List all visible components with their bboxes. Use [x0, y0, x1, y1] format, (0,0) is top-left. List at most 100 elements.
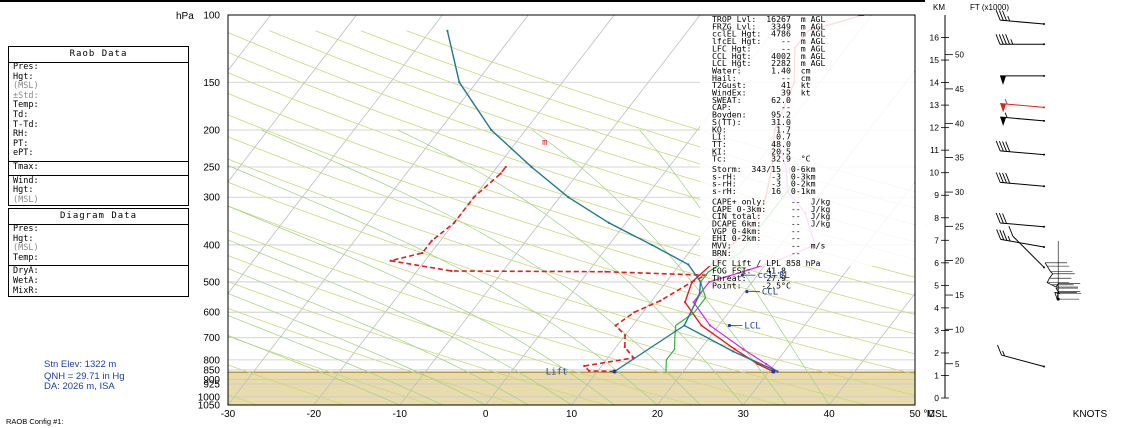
panel-row: RH: — [13, 129, 29, 140]
diagram-data-panel: Diagram Data Pres: Hgt: (MSL) Temp: DryA: Wet… — [8, 208, 189, 298]
index-line: Water: 1.40 cm — [712, 65, 811, 75]
series-point — [708, 324, 712, 327]
index-line: Hail: -- cm — [712, 73, 811, 83]
dry-adiabat — [228, 335, 432, 405]
series-point — [446, 29, 449, 32]
ft-tick-label: 25 — [955, 222, 964, 231]
series-point — [687, 263, 690, 266]
index-line: TROP Lvl: 16267 m AGL — [712, 14, 825, 24]
panel-row: T-Td: — [13, 119, 39, 130]
barb-full — [997, 344, 1002, 356]
barb-full — [1005, 34, 1011, 45]
dry-adiabat — [228, 136, 915, 355]
barb-flag — [1000, 117, 1007, 127]
panel-row: Pres: — [13, 224, 39, 234]
series-point — [698, 293, 701, 296]
dry-adiabat — [228, 51, 915, 278]
ft-axis-title: FT (x1000) — [970, 3, 1009, 12]
index-line: Storm: 343/15 0-6km — [712, 164, 816, 174]
barb-shaft — [1001, 354, 1045, 367]
index-line: cclEL Hgt: 4786 m AGL — [712, 29, 825, 39]
index-line: T2Gust: 41 kt — [712, 80, 811, 90]
annotation-ccl: CCL — [762, 288, 778, 298]
panel-row: PT: — [13, 138, 29, 149]
annotation-marker — [745, 290, 749, 294]
dry-adiabat — [228, 281, 606, 405]
barb-full — [1008, 226, 1014, 237]
barb-base — [1043, 74, 1045, 77]
series-point — [633, 311, 636, 314]
moist-adiabat — [397, 129, 744, 405]
series-point — [623, 345, 626, 349]
annotation-ccl-el: ccl-EL — [757, 271, 790, 281]
series-point — [741, 270, 744, 273]
index-line: EHI 0-2km: -- — [712, 233, 801, 243]
barb-full — [1002, 230, 1008, 241]
index-line: WindEx: 39 kt — [712, 88, 811, 98]
x-tick-label: -30 — [221, 409, 236, 420]
series-point — [421, 251, 424, 255]
index-line: s-rH: -3 0-3km — [712, 171, 816, 181]
index-line: FRZG Lvl: 3349 m AGL — [712, 21, 825, 31]
moist-adiabat — [228, 293, 486, 405]
y-tick-label: 700 — [203, 333, 220, 344]
km-tick-label: 11 — [930, 145, 939, 155]
ft-tick-label: 40 — [955, 119, 964, 128]
index-line: Boyden: 95.2 — [712, 110, 791, 120]
index-line: LFC Hgt: -- m AGL — [712, 43, 825, 53]
y-axis-label: hPa — [176, 11, 194, 22]
moist-adiabat — [228, 205, 615, 405]
ft-tick-label: 35 — [955, 154, 964, 163]
panel-row: (MSL) — [13, 194, 39, 205]
panel-row: DryA: — [9, 265, 188, 277]
x-tick-label: 20 — [652, 409, 664, 420]
barb-base — [1043, 43, 1045, 46]
annotation-lcl: LCL — [744, 321, 760, 331]
barb-shaft — [1000, 238, 1045, 248]
y-tick-label: 500 — [203, 277, 220, 288]
barb-shaft — [1000, 181, 1045, 187]
series-dewpoint — [390, 166, 707, 373]
x-tick-label: 30 — [738, 409, 750, 420]
index-line: lfcEL Hgt: -- m AGL — [712, 36, 825, 46]
series-point — [650, 243, 653, 247]
plot-frame — [227, 14, 916, 406]
panel-row: Wind: — [9, 174, 188, 187]
index-line: CCL Hgt: 4002 m AGL — [712, 51, 825, 61]
series-point — [604, 270, 607, 273]
barb-half — [1002, 350, 1006, 357]
dry-adiabat — [228, 255, 693, 405]
barb-base — [1043, 266, 1045, 269]
ft-tick-label: 10 — [955, 325, 964, 334]
series-point — [624, 334, 627, 337]
wind-barb — [1008, 226, 1045, 269]
km-axis-title: KM — [933, 3, 945, 12]
panel-row: ePT: — [13, 148, 34, 159]
panel-row: Hgt: — [13, 71, 34, 82]
barb-full — [995, 34, 1001, 45]
station-density-altitude: DA: 2026 m, ISA — [44, 381, 115, 392]
barb-full — [1002, 172, 1007, 184]
indices-bg — [700, 16, 914, 266]
dry-adiabat — [228, 364, 345, 405]
dry-adiabat — [228, 72, 915, 297]
barb-shaft — [1000, 222, 1045, 228]
km-tick-label: 15 — [930, 55, 940, 65]
series-point — [742, 348, 745, 351]
series-point — [588, 369, 591, 373]
wind-barb — [1000, 74, 1045, 85]
x-axis-unit: °C — [923, 409, 934, 420]
index-line: BRN: -- — [712, 248, 801, 258]
x-tick-label: 10 — [566, 409, 578, 420]
index-line: CAP: -- — [712, 102, 791, 112]
top-rule — [0, 0, 925, 2]
raob-data-title: Raob Data — [9, 47, 188, 63]
diagram-data-rows: Pres: Hgt: (MSL) Temp: DryA: WetA: MixR: — [9, 224, 188, 296]
wind-barb — [1000, 98, 1045, 113]
index-line: KO: 1.7 — [712, 124, 791, 134]
panel-row: Hgt: — [13, 233, 34, 244]
moist-adiabat — [260, 129, 701, 405]
wind-barb — [995, 212, 1045, 228]
